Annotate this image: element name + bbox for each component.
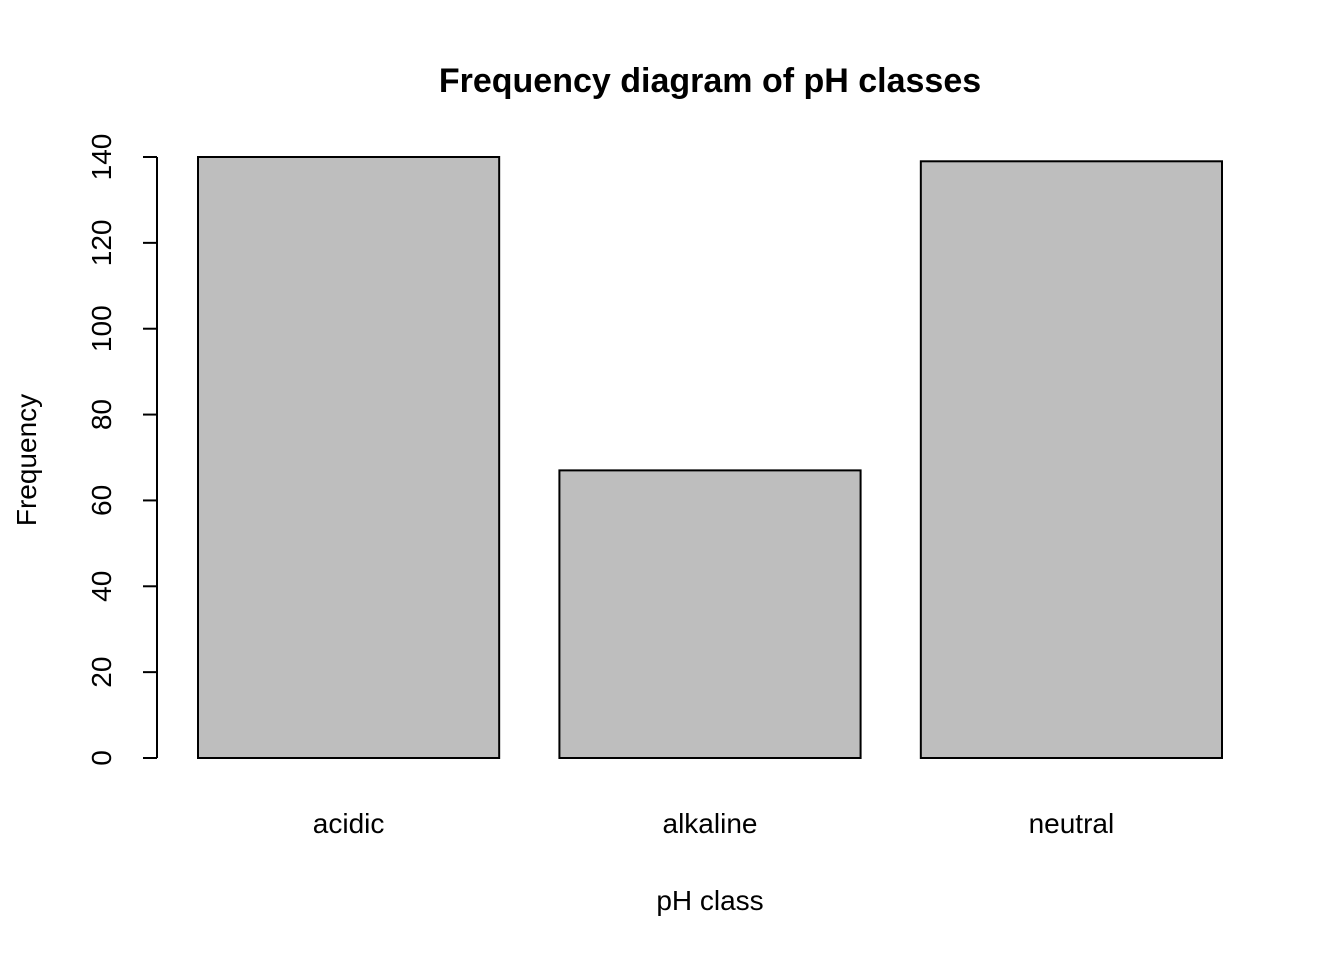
y-axis-label: Frequency bbox=[11, 394, 42, 526]
y-tick-label-80: 80 bbox=[86, 399, 117, 430]
bar-neutral bbox=[919, 160, 1224, 760]
bar-alkaline bbox=[558, 469, 862, 759]
x-tick-label-acidic: acidic bbox=[313, 808, 385, 839]
y-tick-label-60: 60 bbox=[86, 485, 117, 516]
y-tick-label-140: 140 bbox=[86, 134, 117, 181]
bars-group bbox=[197, 156, 1224, 760]
y-axis: 0 20 40 60 80 100 120 140 bbox=[86, 134, 158, 766]
x-tick-label-alkaline: alkaline bbox=[663, 808, 758, 839]
x-tick-label-neutral: neutral bbox=[1029, 808, 1115, 839]
chart-title: Frequency diagram of pH classes bbox=[439, 62, 981, 100]
y-tick-label-0: 0 bbox=[86, 750, 117, 766]
x-axis-category-labels: acidic alkaline neutral bbox=[313, 808, 1114, 839]
y-tick-label-100: 100 bbox=[86, 305, 117, 352]
bar-acidic bbox=[197, 156, 501, 759]
y-tick-label-120: 120 bbox=[86, 219, 117, 266]
y-tick-label-20: 20 bbox=[86, 657, 117, 688]
y-tick-label-40: 40 bbox=[86, 571, 117, 602]
x-axis-label: pH class bbox=[656, 885, 763, 916]
